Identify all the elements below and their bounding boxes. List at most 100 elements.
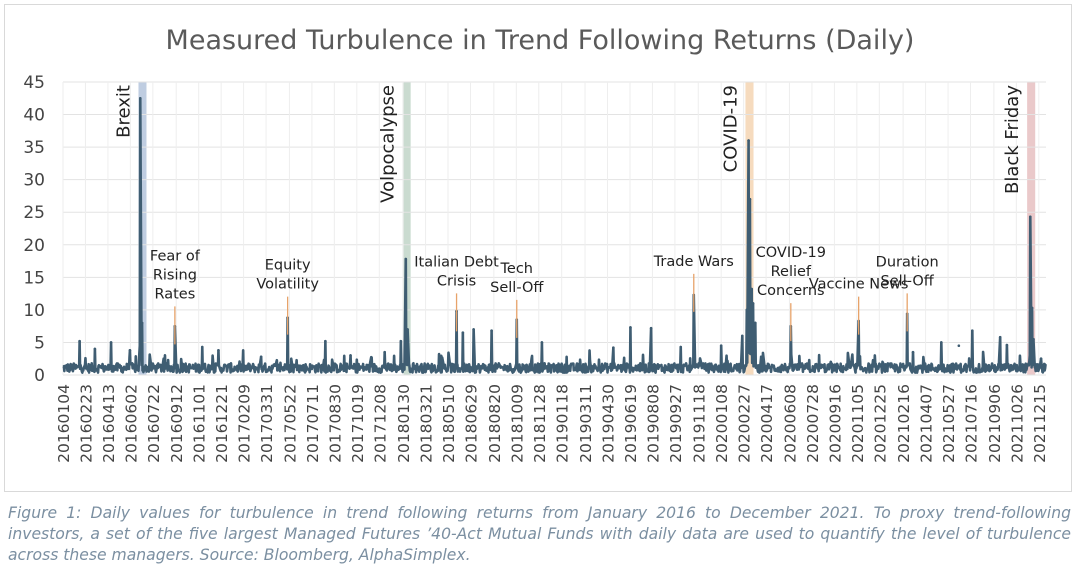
x-tick-label: 20190619 — [622, 384, 640, 463]
y-tick-label: 0 — [34, 366, 45, 386]
x-tick-label: 20171208 — [371, 384, 389, 463]
spike-point — [998, 335, 1002, 339]
y-tick-label: 15 — [23, 268, 45, 288]
annotation-label: Concerns — [757, 283, 825, 299]
x-tick-label: 20190808 — [644, 384, 662, 463]
annotation-label: COVID-19 — [756, 245, 826, 261]
y-tick-label: 35 — [23, 138, 45, 158]
highlight-band — [138, 82, 147, 375]
annotation-label: Trade Wars — [653, 254, 734, 270]
x-tick-label: 20160413 — [100, 384, 118, 463]
x-tick-label: 20171019 — [349, 384, 367, 463]
spike-point — [399, 339, 403, 343]
spike-point — [719, 344, 723, 348]
annotation-label: Relief — [771, 264, 812, 280]
x-tick-label: 20200417 — [758, 384, 776, 463]
x-tick-label: 20201225 — [871, 384, 889, 463]
annotation-label: Rates — [154, 286, 195, 302]
x-tick-label: 20170711 — [304, 384, 322, 463]
spike-point — [957, 344, 961, 348]
spike-point — [1028, 215, 1032, 219]
x-tick-label: 20200916 — [826, 384, 844, 463]
band-label: Volpocalypse — [378, 85, 399, 203]
band-labels: Brexit Volpocalypse COVID-19 Black Friday — [113, 85, 1023, 203]
x-tick-label: 20160602 — [122, 384, 140, 463]
annotation-label: Crisis — [437, 273, 476, 289]
spike-point — [759, 355, 763, 359]
spike-point — [109, 341, 113, 344]
x-tick-label: 20170209 — [236, 384, 254, 463]
spike-point — [540, 341, 544, 344]
spike-point — [128, 348, 132, 352]
x-tick-label: 20210906 — [986, 384, 1004, 463]
spike-point — [217, 348, 220, 352]
spike-point — [745, 308, 749, 312]
spike-point — [629, 326, 632, 329]
x-tick-label: 20211215 — [1031, 384, 1049, 463]
spike-point — [383, 350, 386, 354]
band-label: Black Friday — [1002, 85, 1023, 194]
spike-point — [200, 345, 204, 349]
spike-point — [324, 339, 327, 343]
x-tick-label: 20180629 — [462, 384, 480, 463]
annotation-label: Volatility — [256, 277, 319, 293]
spike-point — [751, 302, 755, 305]
x-tick-label: 20160223 — [77, 384, 95, 463]
spike-point — [754, 321, 757, 325]
chart-frame — [4, 4, 1072, 492]
x-tick-label: 20160104 — [55, 384, 73, 463]
x-tick-label: 20161101 — [191, 384, 209, 463]
spike-point — [740, 334, 744, 338]
spike-point — [461, 331, 465, 334]
spike-point — [406, 328, 409, 331]
annotation-label: Italian Debt — [414, 254, 499, 270]
annotation-label: Rising — [153, 267, 197, 283]
spike-point — [404, 257, 408, 261]
x-tick-label: 20190927 — [667, 384, 685, 463]
x-axis-ticks: 20160104 20160223 20160413 20160602 20160722… — [55, 384, 1049, 463]
spike-point — [649, 326, 653, 330]
spike-point — [1039, 357, 1043, 361]
x-tick-label: 20201105 — [849, 384, 867, 463]
series-line — [62, 96, 1047, 374]
y-tick-label: 20 — [23, 236, 45, 256]
y-tick-label: 10 — [23, 301, 45, 321]
x-tick-label: 20160722 — [145, 384, 163, 463]
y-tick-label: 40 — [23, 106, 45, 126]
annotation-label: Equity — [265, 258, 311, 274]
annotation-label: Vaccine News — [809, 277, 909, 293]
spike-point — [747, 139, 750, 142]
x-tick-label: 20210216 — [895, 384, 913, 463]
spike-point — [1005, 343, 1009, 347]
x-tick-label: 20190311 — [577, 384, 595, 463]
x-tick-label: 20190430 — [600, 384, 618, 463]
gridlines — [62, 81, 1046, 376]
series-area — [62, 96, 1047, 374]
turbulence-chart: 0 5 10 15 20 25 30 35 40 45 Brexit Volpocalypse COV… — [23, 25, 1049, 463]
y-axis-ticks: 0 5 10 15 20 25 30 35 40 45 — [23, 73, 45, 386]
x-tick-label: 20180130 — [395, 384, 413, 463]
x-tick-label: 20180321 — [418, 384, 436, 463]
x-tick-label: 20170522 — [281, 384, 299, 463]
spike-point — [472, 328, 475, 331]
spike-point — [750, 287, 754, 291]
spike-point — [349, 354, 352, 357]
spike-point — [940, 341, 943, 344]
highlight-band — [402, 82, 411, 375]
band-label: Brexit — [113, 85, 134, 138]
spike-point — [78, 339, 81, 343]
y-tick-label: 25 — [23, 203, 45, 223]
y-tick-label: 5 — [34, 333, 45, 353]
figure-caption: Figure 1: Daily values for turbulence in… — [8, 504, 1071, 564]
x-tick-label: 20191118 — [690, 384, 708, 463]
annotation-label: Sell-Off — [490, 280, 544, 296]
annotations: Fear of Rising Rates Equity Volatility Italia… — [150, 245, 939, 345]
x-tick-label: 20180820 — [486, 384, 504, 463]
x-tick-label: 20170331 — [258, 384, 276, 463]
spike-point — [93, 347, 97, 351]
spike-point — [829, 360, 833, 364]
spike-point — [1032, 337, 1035, 341]
spike-point — [971, 329, 974, 333]
x-tick-label: 20211026 — [1008, 384, 1026, 463]
x-tick-label: 20200227 — [736, 384, 754, 463]
